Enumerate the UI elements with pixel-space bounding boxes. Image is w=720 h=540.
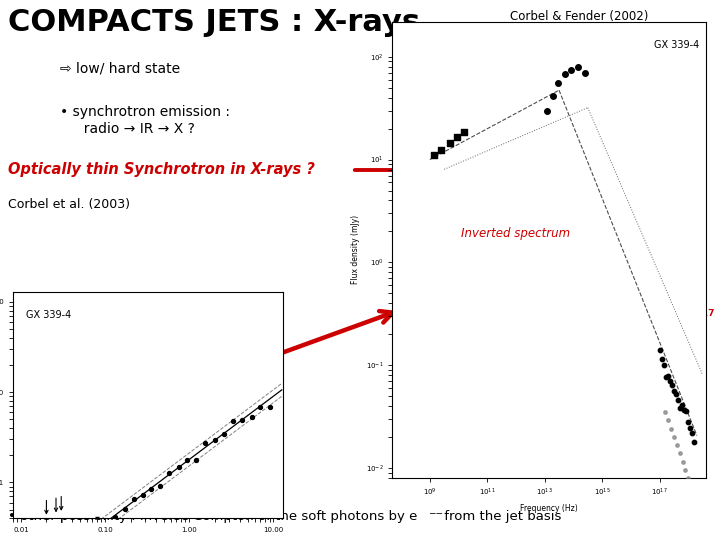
Text: ⇨ Universal law ?: ⇨ Universal law ? (395, 352, 510, 365)
Point (199, 438, 211, 447)
Point (676, 401, 688, 409)
Point (436, 145, 447, 154)
Point (664, 376, 675, 385)
Point (662, 372, 673, 380)
Text: Optically thin Synchrotron in X-rays ?: Optically thin Synchrotron in X-rays ? (8, 162, 315, 177)
Point (670, 390, 682, 399)
Point (99, 516, 111, 525)
Point (668, 387, 680, 396)
Point (458, 128, 469, 137)
Text: radio – X-ray correlation: F: radio – X-ray correlation: F (408, 310, 608, 323)
Text: Corbel et al. (2003): Corbel et al. (2003) (8, 198, 130, 211)
Point (128, 495, 140, 504)
Point (553, 79, 564, 88)
Point (173, 463, 184, 471)
Text: from the jet basis: from the jet basis (440, 510, 562, 523)
Point (660, 408, 671, 416)
Point (671, 441, 683, 449)
Text: ex: V404 Cyg, XTE J1118+480: ex: V404 Cyg, XTE J1118+480 (413, 369, 613, 382)
Point (209, 436, 220, 444)
Point (668, 433, 680, 441)
Point (662, 416, 674, 425)
Text: ∝ F: ∝ F (656, 310, 684, 323)
Text: ⇨ low/ hard state: ⇨ low/ hard state (60, 62, 180, 76)
X-axis label: Frequency (Hz): Frequency (Hz) (520, 504, 578, 513)
Point (660, 373, 672, 381)
Point (565, 65, 577, 74)
X-axis label: Soft X ray (3-9 keV) flux (in 10$^{-10}$ erg s$^{-1}$ cm$^{-2}$): Soft X ray (3-9 keV) flux (in 10$^{-10}$… (73, 539, 223, 540)
Point (255, 403, 266, 411)
Text: X: X (682, 313, 689, 322)
Text: • synchrotron emission :: • synchrotron emission : (60, 105, 230, 119)
Point (91, 521, 103, 530)
Point (672, 396, 683, 404)
Text: over more than 3 decades in flux: over more than 3 decades in flux (408, 327, 629, 340)
Point (444, 139, 456, 147)
Point (154, 482, 166, 490)
Point (109, 513, 120, 522)
Point (190, 455, 202, 464)
Point (137, 491, 148, 500)
Point (84, 536, 95, 540)
Text: COMPACTS JETS : X-rays: COMPACTS JETS : X-rays (8, 8, 420, 37)
Point (674, 449, 685, 457)
Point (683, 417, 694, 426)
Point (163, 468, 175, 477)
Point (680, 465, 691, 474)
Point (246, 413, 257, 422)
Point (688, 437, 700, 446)
Point (579, 69, 590, 77)
Point (674, 403, 685, 412)
Point (665, 424, 677, 433)
Point (666, 380, 678, 389)
Point (688, 490, 700, 499)
Point (119, 504, 130, 513)
Point (264, 403, 275, 411)
Point (541, 106, 553, 115)
Point (559, 70, 570, 78)
Text: GX 339-4: GX 339-4 (654, 40, 699, 50)
Text: • other possibility : Inverse Compton of the soft photons by e: • other possibility : Inverse Compton of… (8, 510, 418, 523)
Point (181, 456, 193, 464)
Point (572, 63, 584, 71)
Point (428, 151, 440, 160)
Text: rad: rad (640, 313, 657, 322)
Point (236, 416, 248, 424)
Point (680, 407, 692, 416)
Point (686, 429, 698, 438)
Text: Inverted spectrum: Inverted spectrum (462, 227, 570, 240)
Text: the slope by only varying the jet power: the slope by only varying the jet power (413, 437, 675, 450)
Point (548, 91, 559, 100)
Text: ⇨ compact jet model can account for: ⇨ compact jet model can account for (395, 420, 644, 433)
Text: radio → IR → X ?: radio → IR → X ? (75, 122, 195, 136)
Point (227, 416, 238, 425)
Text: Corbel & Fender (2002): Corbel & Fender (2002) (510, 10, 649, 23)
Point (74, 537, 86, 540)
Point (451, 133, 462, 141)
Point (683, 474, 694, 482)
Text: −−: −− (428, 508, 443, 517)
Point (684, 424, 696, 433)
Point (145, 485, 157, 494)
Point (654, 346, 665, 354)
Point (691, 498, 703, 507)
Text: GX 339-4: GX 339-4 (27, 310, 72, 320)
Text: ⇒ Γ < 10: ⇒ Γ < 10 (413, 386, 472, 399)
Y-axis label: Flux density (mJy): Flux density (mJy) (351, 215, 360, 285)
Point (658, 361, 670, 369)
Point (678, 405, 690, 414)
Point (685, 482, 697, 490)
Point (656, 355, 667, 363)
Text: +0.7: +0.7 (691, 309, 714, 318)
Point (677, 457, 688, 466)
Point (218, 430, 230, 438)
